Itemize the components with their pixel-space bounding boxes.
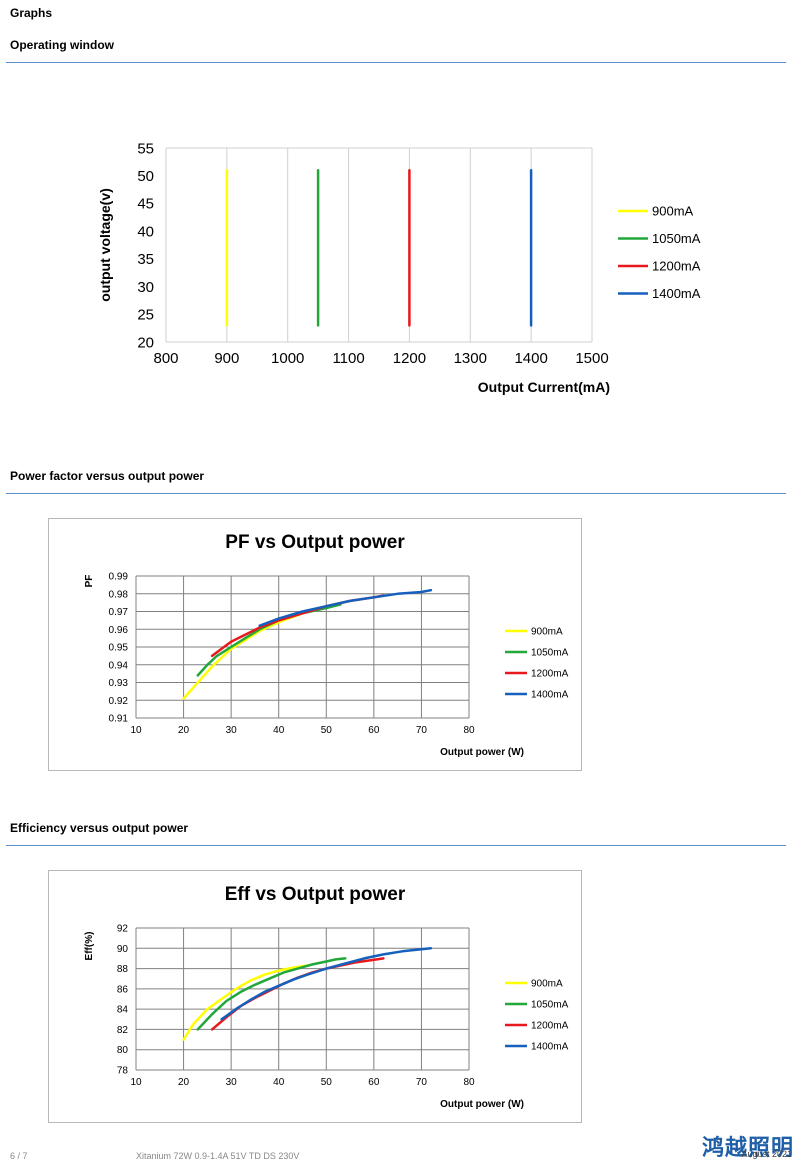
x-tick-label: 20: [178, 1077, 190, 1088]
x-tick-label: 1000: [271, 350, 304, 367]
y-tick-label: 88: [117, 964, 129, 975]
x-tick-label: 40: [273, 1077, 285, 1088]
legend-label-1050mA: 1050mA: [531, 648, 569, 659]
y-tick-label: 50: [137, 168, 154, 185]
legend-label-900mA: 900mA: [531, 979, 563, 990]
y-axis-label: Eff(%): [84, 932, 95, 961]
y-tick-label: 40: [137, 223, 154, 240]
y-tick-label: 0.91: [109, 714, 129, 725]
legend-label-1050mA: 1050mA: [531, 1000, 569, 1011]
x-tick-label: 1400: [514, 350, 547, 367]
x-tick-label: 900: [214, 350, 239, 367]
legend-label-1200mA: 1200mA: [652, 259, 701, 274]
legend-label-1200mA: 1200mA: [531, 669, 569, 680]
y-tick-label: 0.92: [109, 696, 129, 707]
x-tick-label: 70: [416, 1077, 428, 1088]
series-line-900mA: [182, 612, 304, 700]
eff-vs-output-power-chart: Eff vs Output power 10 20 30 40 50 60 70 80 78 80 8…: [84, 884, 569, 1110]
legend-label-1400mA: 1400mA: [531, 690, 569, 701]
section-divider: [6, 845, 786, 846]
y-tick-label: 92: [117, 924, 129, 935]
x-tick-label: 80: [463, 1077, 475, 1088]
eff-chart-box: Eff vs Output power 10 20 30 40 50 60 70 80 78 80 8…: [48, 870, 582, 1123]
y-tick-label: 35: [137, 251, 154, 268]
legend-label-1050mA: 1050mA: [652, 231, 701, 246]
y-tick-label: 82: [117, 1025, 129, 1036]
section-heading-operating-window: Operating window: [10, 38, 114, 52]
x-tick-label: 30: [226, 1077, 238, 1088]
pf-chart-box: PF vs Output power 10 20 30 40 50 60 70 80 0.91 0.…: [48, 518, 582, 771]
section-heading-efficiency: Efficiency versus output power: [10, 821, 189, 835]
y-tick-label: 86: [117, 984, 129, 995]
y-axis-label: output voltage(v): [97, 188, 113, 302]
legend-label-900mA: 900mA: [531, 627, 563, 638]
x-tick-label: 1200: [393, 350, 426, 367]
y-tick-label: 55: [137, 140, 154, 157]
y-tick-label: 0.98: [109, 589, 129, 600]
x-tick-label: 10: [130, 725, 142, 736]
y-tick-label: 0.99: [109, 572, 129, 583]
legend-label-1400mA: 1400mA: [652, 286, 701, 301]
x-tick-label: 60: [368, 1077, 380, 1088]
company-logo: 鸿越照明: [701, 1136, 794, 1161]
chart-title: PF vs Output power: [225, 532, 405, 553]
x-axis-label: Output Current(mA): [478, 379, 610, 395]
y-tick-label: 0.97: [109, 607, 129, 618]
y-tick-label: 0.96: [109, 625, 129, 636]
y-tick-label: 80: [117, 1045, 129, 1056]
pf-vs-output-power-chart: PF vs Output power 10 20 30 40 50 60 70 80 0.91 0.…: [84, 532, 569, 758]
chart-title: Eff vs Output power: [225, 884, 406, 905]
y-axis-label: PF: [84, 575, 95, 588]
footer-page-number: 6 / 7: [10, 1151, 28, 1161]
y-tick-label: 25: [137, 307, 154, 324]
x-tick-label: 10: [130, 1077, 142, 1088]
section-divider: [6, 493, 786, 494]
legend-label-1400mA: 1400mA: [531, 1042, 569, 1053]
section-heading-power-factor: Power factor versus output power: [10, 469, 205, 483]
y-tick-label: 20: [137, 334, 154, 351]
y-tick-label: 45: [137, 196, 154, 213]
y-tick-label: 0.93: [109, 678, 129, 689]
x-tick-label: 1500: [575, 350, 608, 367]
x-tick-label: 1100: [332, 350, 364, 367]
page-section-title: Graphs: [10, 6, 53, 20]
series-line-1050mA: [196, 957, 347, 1031]
x-tick-label: 80: [463, 725, 475, 736]
x-tick-label: 20: [178, 725, 190, 736]
series-line-1400mA: [258, 588, 433, 627]
x-axis-label: Output power (W): [440, 747, 524, 758]
x-tick-label: 70: [416, 725, 428, 736]
y-tick-label: 84: [117, 1005, 129, 1016]
series-line-1400mA: [220, 947, 433, 1021]
footer-document-title: Xitanium 72W 0.9-1.4A 51V TD DS 230V: [136, 1151, 300, 1161]
y-tick-label: 0.95: [109, 643, 129, 654]
x-tick-label: 50: [321, 725, 333, 736]
footer-date: August 2021: [741, 1149, 792, 1159]
x-tick-label: 60: [368, 725, 380, 736]
operating-window-chart: 800 900 1000 1100 1200 1300 1400 1500 20 25 30 35 40…: [97, 140, 701, 395]
x-axis-label: Output power (W): [440, 1099, 524, 1110]
y-tick-label: 78: [117, 1066, 129, 1077]
y-tick-label: 90: [117, 944, 129, 955]
x-tick-label: 40: [273, 725, 285, 736]
x-tick-label: 800: [153, 350, 178, 367]
legend-label-900mA: 900mA: [652, 204, 694, 219]
y-tick-label: 30: [137, 279, 154, 296]
x-tick-label: 50: [321, 1077, 333, 1088]
section-divider: [6, 62, 786, 63]
x-tick-label: 1300: [454, 350, 487, 367]
series-line-900mA: [182, 964, 309, 1041]
y-tick-label: 0.94: [109, 660, 129, 671]
legend-label-1200mA: 1200mA: [531, 1021, 569, 1032]
x-tick-label: 30: [226, 725, 238, 736]
